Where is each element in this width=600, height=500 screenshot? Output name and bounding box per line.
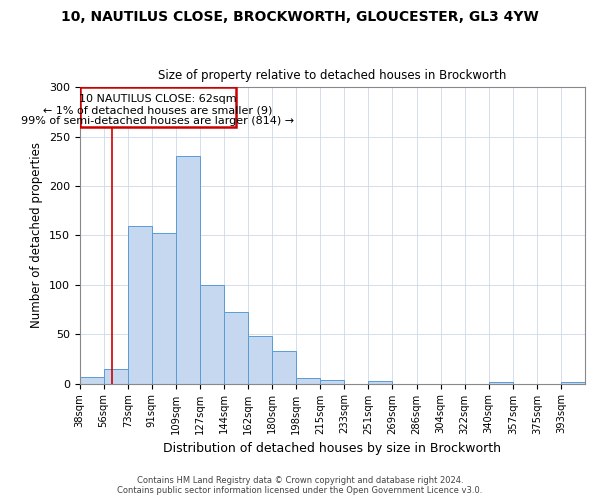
- Text: 99% of semi-detached houses are larger (814) →: 99% of semi-detached houses are larger (…: [21, 116, 295, 126]
- Bar: [200, 285, 224, 384]
- Bar: [561, 382, 585, 384]
- Y-axis label: Number of detached properties: Number of detached properties: [30, 142, 43, 328]
- Bar: [489, 382, 513, 384]
- Bar: [80, 88, 236, 127]
- Bar: [104, 369, 128, 384]
- Bar: [296, 378, 320, 384]
- Title: Size of property relative to detached houses in Brockworth: Size of property relative to detached ho…: [158, 69, 506, 82]
- Text: Contains HM Land Registry data © Crown copyright and database right 2024.
Contai: Contains HM Land Registry data © Crown c…: [118, 476, 482, 495]
- Bar: [224, 312, 248, 384]
- Text: 10 NAUTILUS CLOSE: 62sqm: 10 NAUTILUS CLOSE: 62sqm: [79, 94, 236, 104]
- Text: 10, NAUTILUS CLOSE, BROCKWORTH, GLOUCESTER, GL3 4YW: 10, NAUTILUS CLOSE, BROCKWORTH, GLOUCEST…: [61, 10, 539, 24]
- X-axis label: Distribution of detached houses by size in Brockworth: Distribution of detached houses by size …: [163, 442, 501, 455]
- Bar: [248, 336, 272, 384]
- Text: ← 1% of detached houses are smaller (9): ← 1% of detached houses are smaller (9): [43, 105, 272, 115]
- Bar: [368, 380, 392, 384]
- Bar: [320, 380, 344, 384]
- Bar: [128, 226, 152, 384]
- Bar: [272, 351, 296, 384]
- Bar: [152, 234, 176, 384]
- Bar: [176, 156, 200, 384]
- Bar: [80, 376, 104, 384]
